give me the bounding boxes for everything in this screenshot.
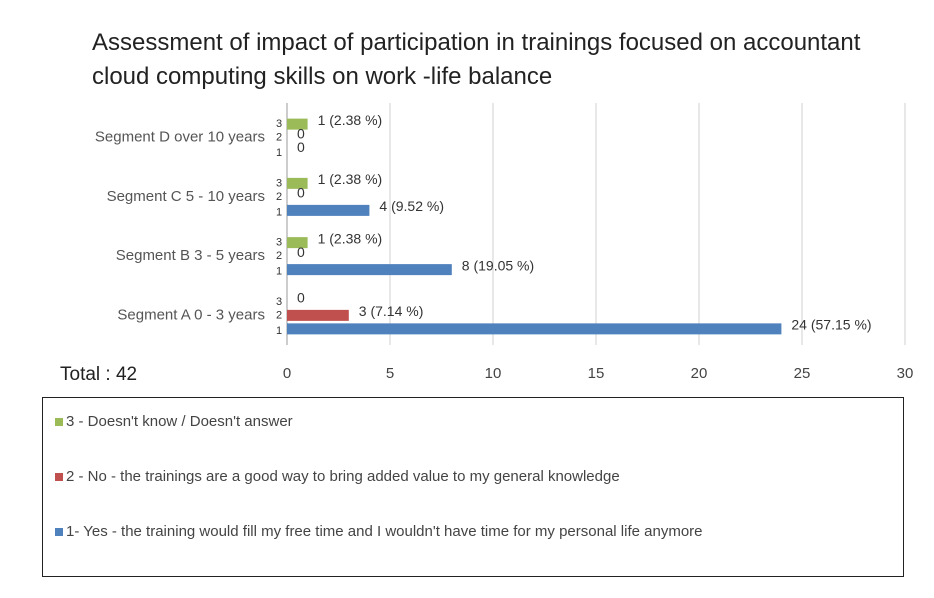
x-tick-label: 15: [588, 365, 605, 382]
bar: [287, 118, 308, 130]
x-tick-label: 10: [485, 365, 502, 382]
legend-entry: 3 - Doesn't know / Doesn't answer: [55, 410, 891, 434]
x-tick-label: 20: [691, 365, 708, 382]
bar: [287, 309, 349, 321]
sub-label: 2: [276, 132, 282, 144]
value-label: 24 (57.15 %): [791, 317, 871, 333]
sub-label: 2: [276, 191, 282, 203]
value-label: 0: [297, 125, 305, 141]
legend-entry: 1- Yes - the training would fill my free…: [55, 520, 891, 544]
x-tick-label: 25: [794, 365, 811, 382]
value-label: 0: [297, 290, 305, 306]
bar: [287, 237, 308, 249]
sub-label: 3: [276, 296, 282, 308]
annotation: Total : 42: [60, 364, 137, 385]
y-tick-label: Segment A 0 - 3 years: [117, 306, 265, 323]
value-label: 0: [297, 139, 305, 155]
bar: [287, 177, 308, 189]
legend-entry: 2 - No - the trainings are a good way to…: [55, 465, 891, 489]
bar: [287, 204, 370, 216]
y-tick-label: Segment C 5 - 10 years: [107, 188, 265, 205]
y-tick-label: Segment D over 10 years: [95, 129, 265, 146]
sub-label: 1: [276, 325, 282, 337]
sub-label: 3: [276, 237, 282, 249]
bar: [287, 264, 452, 276]
bar: [287, 323, 782, 335]
value-label: 0: [297, 185, 305, 201]
sub-label: 1: [276, 147, 282, 159]
legend: 3 - Doesn't know / Doesn't answer 2 - No …: [42, 397, 904, 577]
x-tick-label: 5: [386, 365, 394, 382]
value-label: 4 (9.52 %): [379, 198, 444, 214]
value-label: 8 (19.05 %): [462, 257, 534, 273]
legend-label: 2 - No - the trainings are a good way to…: [66, 468, 620, 485]
sub-label: 1: [276, 206, 282, 218]
legend-label: 3 - Doesn't know / Doesn't answer: [66, 413, 293, 430]
legend-swatch: [55, 418, 63, 426]
sub-label: 2: [276, 309, 282, 321]
sub-label: 1: [276, 266, 282, 278]
value-label: 0: [297, 244, 305, 260]
sub-label: 3: [276, 118, 282, 130]
chart-title: Assessment of impact of participation in…: [92, 29, 861, 90]
legend-swatch: [55, 473, 63, 481]
sub-label: 3: [276, 177, 282, 189]
legend-swatch: [55, 528, 63, 536]
value-label: 1 (2.38 %): [318, 112, 383, 128]
legend-label: 1- Yes - the training would fill my free…: [66, 523, 703, 540]
value-label: 1 (2.38 %): [318, 171, 383, 187]
y-tick-label: Segment B 3 - 5 years: [116, 247, 265, 264]
value-label: 1 (2.38 %): [318, 230, 383, 246]
x-tick-label: 0: [283, 365, 291, 382]
sub-label: 2: [276, 250, 282, 262]
value-label: 3 (7.14 %): [359, 303, 424, 319]
x-tick-label: 30: [897, 365, 914, 382]
